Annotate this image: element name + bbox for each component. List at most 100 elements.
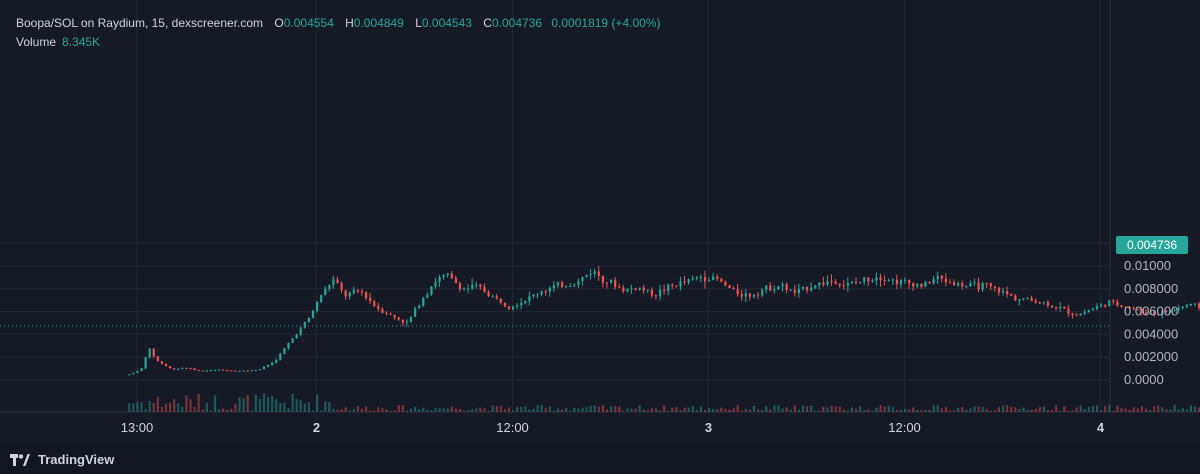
volume-bar: [495, 405, 498, 412]
volume-bar: [585, 407, 588, 412]
y-axis[interactable]: 0.012000.010000.0080000.0060000.0040000.…: [1124, 235, 1178, 387]
candle-body: [1050, 305, 1054, 308]
candle-body: [981, 282, 984, 290]
candle-body: [136, 371, 139, 373]
volume-bar: [736, 405, 739, 412]
candle-body: [699, 277, 703, 279]
footer-bar: TradingView: [0, 446, 1200, 474]
candle-body: [985, 282, 988, 284]
candle-body: [226, 369, 229, 371]
volume-bar: [944, 406, 948, 412]
candle-body: [438, 277, 441, 282]
candle-body: [1189, 303, 1193, 305]
change-value: 0.0001819 (+4.00%): [551, 16, 661, 30]
volume-label[interactable]: Volume: [16, 35, 57, 49]
candle-body: [1099, 304, 1103, 307]
candle-body: [266, 365, 270, 367]
volume-bar: [724, 408, 727, 412]
candle-body: [605, 282, 609, 284]
volume-bar: [891, 407, 894, 412]
candle-body: [422, 297, 425, 306]
volume-bar: [1112, 410, 1115, 412]
candle-body: [834, 281, 837, 284]
candle-body: [1153, 312, 1156, 315]
y-tick-label: 0.002000: [1124, 349, 1178, 364]
candle-body: [222, 369, 225, 371]
candle-body: [650, 289, 654, 296]
volume-bars: [128, 393, 1200, 412]
volume-bar: [491, 405, 494, 412]
volume-bar: [924, 410, 927, 412]
volume-bar: [193, 407, 196, 412]
volume-bar: [769, 409, 772, 412]
volume-bar: [581, 407, 584, 412]
candle-body: [185, 367, 188, 369]
volume-bar: [1071, 410, 1074, 412]
candle-body: [1075, 314, 1078, 316]
candlestick-series: [128, 265, 1200, 376]
candle-body: [810, 287, 813, 291]
volume-bar: [197, 393, 200, 412]
volume-bar: [1022, 407, 1025, 412]
candle-body: [1067, 308, 1070, 314]
candle-body: [479, 284, 482, 287]
volume-bar: [1087, 406, 1090, 412]
candle-body: [961, 283, 964, 287]
volume-bar: [328, 402, 331, 412]
candle-body: [132, 372, 135, 375]
volume-bar: [679, 410, 682, 412]
volume-bar: [185, 395, 188, 412]
candle-body: [450, 273, 453, 279]
candle-body: [928, 282, 931, 284]
volume-bar: [993, 410, 997, 412]
last-price-tag: 0.004736: [1116, 236, 1188, 254]
volume-bar: [618, 406, 621, 412]
volume-bar: [1014, 407, 1017, 412]
candle-body: [1022, 298, 1025, 300]
volume-bar: [830, 405, 833, 412]
volume-bar: [912, 407, 915, 412]
candle-body: [1083, 312, 1086, 314]
candle-body: [181, 367, 184, 369]
volume-bar: [850, 407, 854, 412]
candle-body: [712, 276, 715, 281]
tradingview-brand[interactable]: TradingView: [10, 452, 114, 467]
volume-bar: [1083, 408, 1086, 412]
candle-body: [769, 285, 772, 291]
candle-body: [524, 301, 527, 304]
chart-legend: Boopa/SOL on Raydium, 15, dexscreener.co…: [16, 14, 660, 52]
volume-bar: [332, 408, 335, 412]
symbol-title[interactable]: Boopa/SOL on Raydium, 15, dexscreener.co…: [16, 16, 264, 30]
candle-body: [311, 310, 315, 318]
volume-bar: [1157, 405, 1160, 412]
candle-body: [160, 361, 164, 364]
volume-bar: [777, 405, 780, 412]
brand-label: TradingView: [38, 452, 115, 467]
candle-body: [340, 283, 343, 291]
candle-body: [569, 286, 572, 288]
volume-bar: [752, 405, 756, 412]
volume-bar: [320, 410, 323, 412]
low-label: L: [415, 16, 422, 30]
candle-body: [128, 374, 131, 376]
volume-bar: [168, 402, 172, 412]
candle-body: [854, 281, 858, 283]
x-tick-label: 2: [313, 420, 320, 435]
volume-bar: [969, 408, 972, 412]
candle-body: [1197, 303, 1200, 308]
volume-bar: [483, 408, 486, 412]
candle-body: [883, 279, 886, 281]
candle-body: [418, 305, 421, 309]
volume-bar: [957, 407, 960, 412]
candle-body: [242, 370, 245, 372]
volume-bar: [1034, 408, 1037, 412]
volume-bar: [1050, 410, 1054, 412]
volume-bar: [1030, 409, 1033, 412]
volume-bar: [597, 406, 600, 412]
candle-body: [785, 284, 788, 291]
candle-body: [736, 289, 739, 295]
volume-bar: [307, 402, 311, 412]
candle-body: [364, 292, 368, 298]
